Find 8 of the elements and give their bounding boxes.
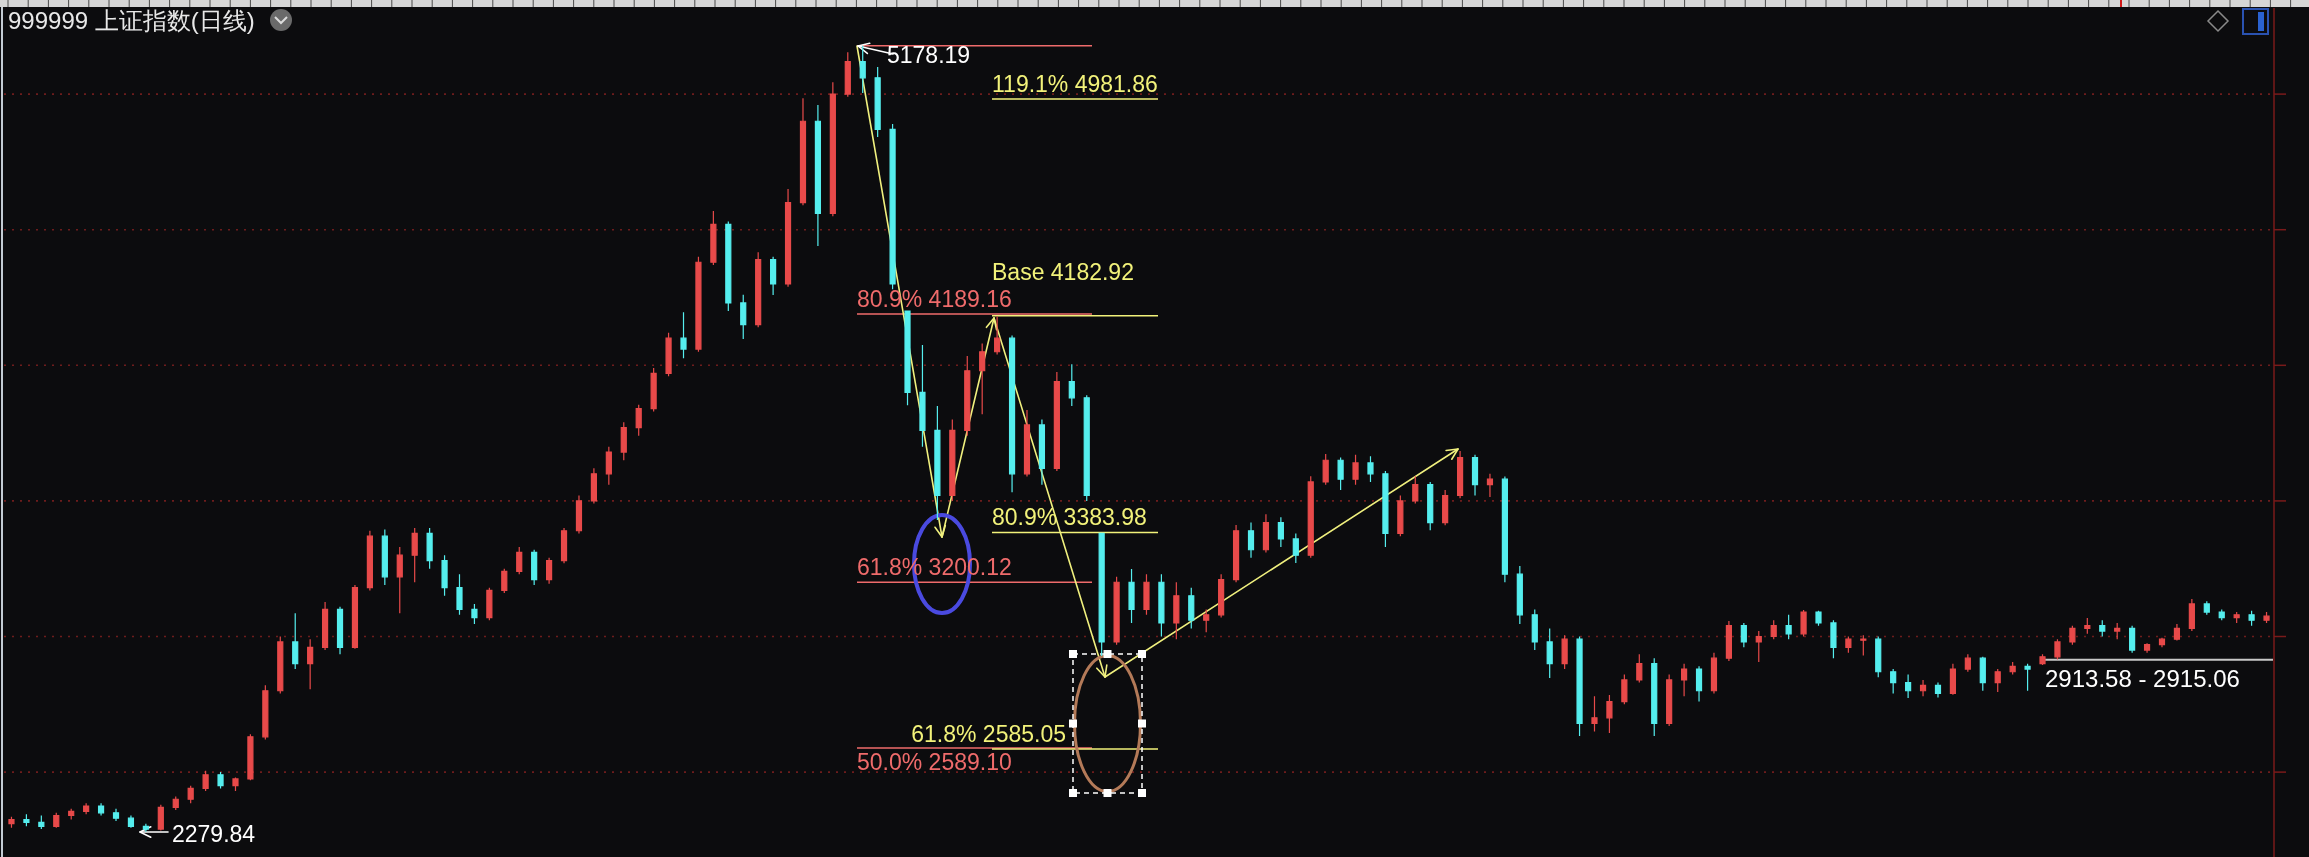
band-label: 2913.58 - 2915.06 — [2045, 664, 2240, 692]
annotation: 2279.84 — [172, 821, 256, 847]
ref-label: 61.8% 2585.05 — [911, 721, 1066, 748]
ref-label: 119.1% 4981.86 — [992, 71, 1158, 98]
annotation: 5178.19 — [887, 41, 971, 68]
ref-label: 50.0% 2589.10 — [857, 748, 1012, 775]
ref-label: Base 4182.92 — [992, 258, 1134, 285]
title: 999999 上证指数(日线) — [8, 7, 255, 34]
